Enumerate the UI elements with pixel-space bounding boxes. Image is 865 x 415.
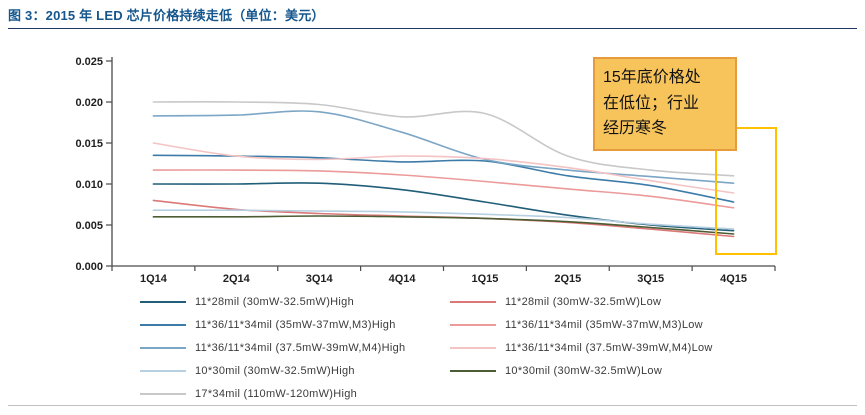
series-line-11-36-11-34mil-37-5mw-39mw-m4-low [152,142,735,194]
x-tick-label: 4Q14 [389,273,417,285]
legend-item-label: 11*36/11*34mil (35mW-37mW,M3)Low [505,318,703,331]
legend-column-high: 11*28mil (30mW-32.5mW)High 11*36/11*34mil… [140,290,440,405]
legend-item: 10*30mil (30mW-32.5mW)High [140,359,440,382]
legend-item: 11*36/11*34mil (37.5mW-39mW,M4)Low [450,336,750,359]
legend-item: 11*36/11*34mil (35mW-37mW,M3)Low [450,313,750,336]
figure-bottom-divider [8,405,857,406]
legend-item: 11*28mil (30mW-32.5mW)Low [450,290,750,313]
x-tick-label: 2Q15 [554,273,581,285]
x-tick-label: 4Q15 [720,273,747,285]
series-line-10-30mil-30mw-32-5mw-low [152,215,735,235]
legend-item: 10*30mil (30mW-32.5mW)Low [450,359,750,382]
legend-item-label: 10*30mil (30mW-32.5mW)High [195,364,355,377]
y-tick-label: 0.010 [75,179,103,191]
legend-line-swatch [140,346,186,349]
y-tick-label: 0.000 [75,261,103,273]
legend-line-swatch [140,369,186,372]
series-line-11-36-11-34mil-37-5mw-39mw-m4-high [152,110,735,184]
legend-item: 11*36/11*34mil (37.5mW-39mW,M4)High [140,336,440,359]
series-line-17-34mil-110mw-120mw-high [152,101,735,177]
title-divider [8,28,857,29]
legend-item: 11*28mil (30mW-32.5mW)High [140,290,440,313]
price-low-highlight-box [715,127,777,255]
legend-item-label: 17*34mil (110mW-120mW)High [195,387,358,400]
legend-item-label: 11*28mil (30mW-32.5mW)Low [505,295,662,308]
x-tick-label: 1Q14 [140,273,168,285]
legend-line-swatch [450,346,496,349]
legend-line-swatch [450,323,496,326]
legend-item: 11*36/11*34mil (35mW-37mW,M3)High [140,313,440,336]
annotation-callout: 15年底价格处 在低位；行业 经历寒冬 [593,57,737,151]
y-tick-label: 0.020 [75,97,103,109]
legend-line-swatch [140,323,186,326]
y-tick-label: 0.015 [75,138,103,150]
legend-item-label: 10*30mil (30mW-32.5mW)Low [505,364,663,377]
legend-line-swatch [450,369,496,372]
series-line-11-36-11-34mil-35mw-37mw-m3-low [152,169,735,209]
x-tick-label: 3Q14 [306,273,334,285]
legend-line-swatch [140,392,186,395]
legend-item-label: 11*36/11*34mil (37.5mW-39mW,M4)High [195,341,406,354]
y-tick-label: 0.005 [75,220,103,232]
series-line-11-28mil-30mw-32-5mw-low [152,199,735,238]
legend-line-swatch [140,300,186,303]
y-tick-label: 0.025 [75,56,103,68]
legend-column-low: 11*28mil (30mW-32.5mW)Low 11*36/11*34mil … [450,290,750,382]
x-tick-label: 1Q15 [471,273,498,285]
series-line-10-30mil-30mw-32-5mw-high [152,209,735,230]
legend-item-label: 11*28mil (30mW-32.5mW)High [195,295,354,308]
legend-item-label: 11*36/11*34mil (37.5mW-39mW,M4)Low [505,341,713,354]
x-tick-label: 2Q14 [223,273,251,285]
figure-title: 图 3：2015 年 LED 芯片价格持续走低（单位：美元） [8,8,325,23]
x-tick-label: 3Q15 [637,273,664,285]
legend-item: 17*34mil (110mW-120mW)High [140,382,440,405]
legend-item-label: 11*36/11*34mil (35mW-37mW,M3)High [195,318,396,331]
legend-line-swatch [450,300,496,303]
